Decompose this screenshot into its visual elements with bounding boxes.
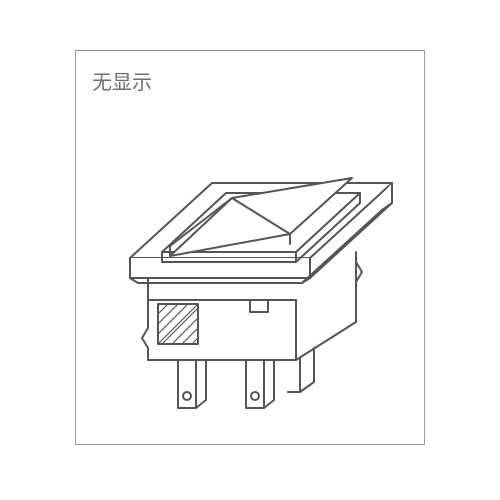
figure-canvas: 无显示 (0, 0, 500, 500)
rocker-switch-icon (0, 0, 500, 500)
